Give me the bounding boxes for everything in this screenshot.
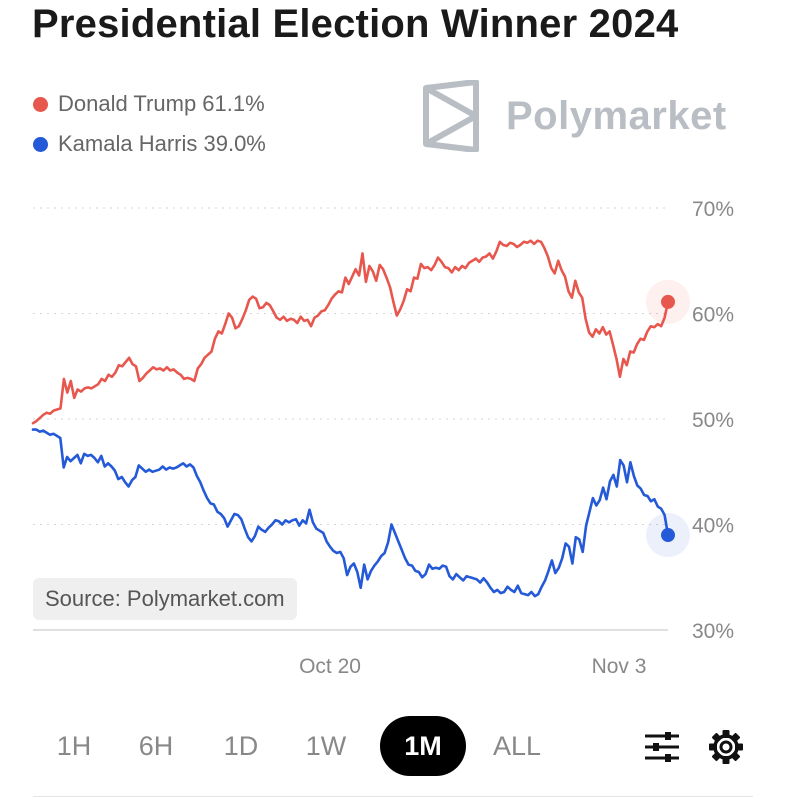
legend-item-harris: Kamala Harris 39.0% [33, 124, 266, 164]
brand-name: Polymarket [506, 93, 727, 138]
trump-series-line [31, 239, 670, 425]
y-tick-label: 60% [692, 304, 734, 327]
x-tick-label: Nov 3 [592, 655, 647, 678]
harris-series-line [31, 428, 670, 598]
brand-watermark: Polymarket [420, 80, 727, 152]
page-title: Presidential Election Winner 2024 [32, 2, 679, 46]
source-label: Source: Polymarket.com [33, 578, 297, 620]
range-button-6h[interactable]: 6H [138, 731, 174, 761]
sliders-icon[interactable] [643, 728, 681, 766]
legend-item-trump: Donald Trump 61.1% [33, 84, 266, 124]
harris-legend-label: Kamala Harris 39.0% [58, 131, 266, 156]
y-tick-label: 30% [692, 620, 734, 643]
range-button-1m[interactable]: 1M [380, 716, 466, 776]
range-button-1h[interactable]: 1H [56, 731, 92, 761]
chart-legend: Donald Trump 61.1% Kamala Harris 39.0% [33, 84, 266, 164]
y-tick-label: 50% [692, 409, 734, 432]
range-button-1d[interactable]: 1D [223, 731, 259, 761]
y-tick-label: 70% [692, 198, 734, 221]
range-button-all[interactable]: ALL [492, 731, 542, 761]
polymarket-logo-icon [423, 80, 479, 152]
x-tick-label: Oct 20 [299, 655, 361, 678]
harris-legend-dot [33, 136, 48, 152]
y-tick-label: 40% [692, 515, 734, 538]
gear-icon[interactable] [707, 728, 745, 766]
trump-legend-dot [33, 96, 48, 112]
bottom-divider [33, 796, 753, 797]
trump-legend-label: Donald Trump 61.1% [58, 91, 265, 116]
time-range-selector: 1H 6H 1D 1W 1M ALL [30, 716, 541, 776]
line-chart: 70% 60% 50% 40% 30% Oct 20 Nov 3 [31, 198, 734, 678]
harris-end-marker [661, 528, 675, 543]
trump-end-marker [661, 294, 675, 309]
range-button-1w[interactable]: 1W [305, 731, 347, 761]
